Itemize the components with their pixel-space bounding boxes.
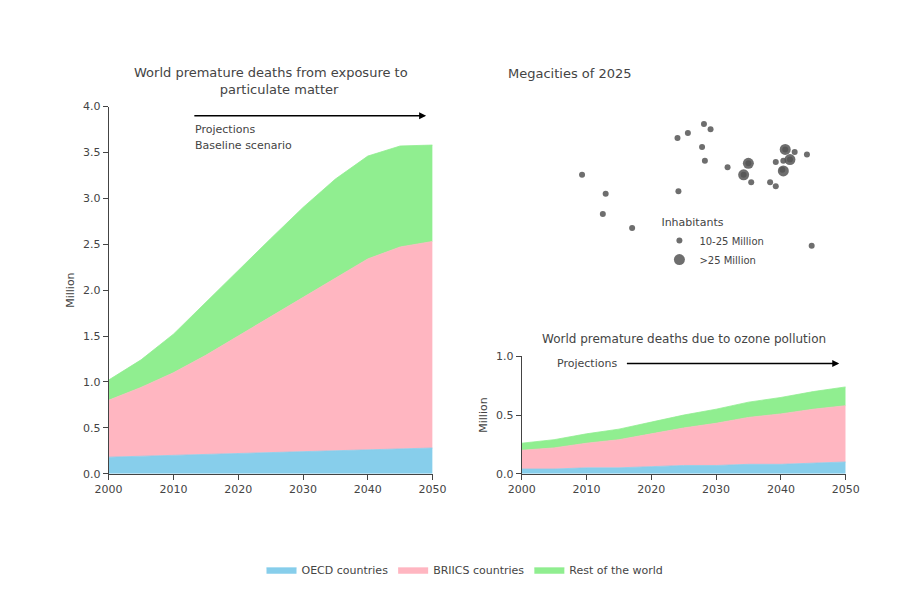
svg-text:2030: 2030	[702, 483, 730, 496]
svg-text:2.0: 2.0	[83, 284, 101, 297]
svg-text:0.5: 0.5	[496, 409, 514, 422]
svg-text:Million: Million	[64, 272, 77, 307]
svg-text:Million: Million	[477, 397, 490, 432]
svg-text:1.0: 1.0	[496, 350, 514, 363]
svg-text:2040: 2040	[354, 483, 382, 496]
svg-text:1.5: 1.5	[83, 330, 101, 343]
svg-text:Megacities of 2025: Megacities of 2025	[508, 66, 632, 81]
svg-text:2050: 2050	[832, 483, 860, 496]
svg-text:0.5: 0.5	[83, 422, 101, 435]
svg-text:OECD countries: OECD countries	[302, 564, 389, 577]
svg-text:4.0: 4.0	[83, 100, 101, 113]
svg-text:2000: 2000	[508, 483, 536, 496]
svg-text:2040: 2040	[767, 483, 795, 496]
svg-text:2010: 2010	[573, 483, 601, 496]
svg-text:2030: 2030	[289, 483, 317, 496]
svg-text:Projections: Projections	[195, 123, 255, 136]
svg-text:2.5: 2.5	[83, 238, 101, 251]
svg-text:Projections: Projections	[557, 357, 617, 370]
svg-text:2050: 2050	[419, 483, 447, 496]
svg-text:1.0: 1.0	[83, 376, 101, 389]
svg-text:10-25 Million: 10-25 Million	[699, 236, 763, 247]
svg-text:0.0: 0.0	[83, 468, 101, 481]
svg-text:3.0: 3.0	[83, 192, 101, 205]
svg-text:0.0: 0.0	[496, 468, 514, 481]
svg-text:>25 Million: >25 Million	[699, 255, 755, 266]
svg-text:Inhabitants: Inhabitants	[661, 216, 723, 229]
svg-text:BRIICS countries: BRIICS countries	[433, 564, 524, 577]
svg-text:World premature deaths due to: World premature deaths due to ozone poll…	[542, 332, 826, 346]
svg-text:2020: 2020	[224, 483, 252, 496]
svg-text:Baseline scenario: Baseline scenario	[195, 139, 292, 152]
svg-text:3.5: 3.5	[83, 146, 101, 159]
svg-text:2010: 2010	[159, 483, 187, 496]
svg-text:World premature deaths from ex: World premature deaths from exposure to …	[134, 65, 408, 97]
svg-text:2000: 2000	[95, 483, 123, 496]
svg-text:Rest of the world: Rest of the world	[569, 564, 662, 577]
svg-text:2020: 2020	[637, 483, 665, 496]
